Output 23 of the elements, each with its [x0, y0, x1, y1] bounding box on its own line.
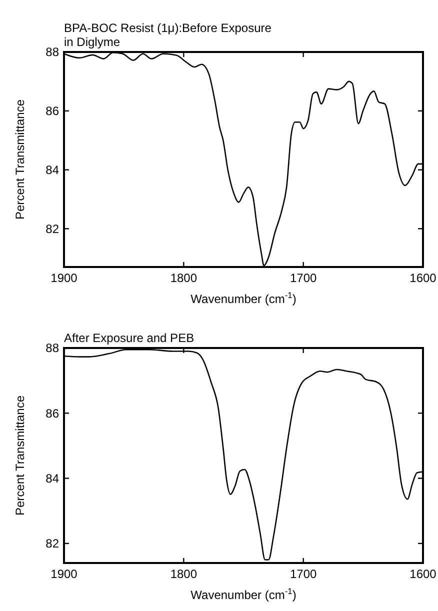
y-axis-title: Percent Transmittance	[13, 395, 27, 516]
chart-title: BPA-BOC Resist (1μ):Before Exposure in Diglyme	[64, 21, 272, 49]
y-tick-label: 86	[46, 406, 60, 420]
y-axis-title: Percent Transmittance	[13, 99, 27, 220]
y-tick-label: 86	[46, 104, 60, 118]
x-tick-label: 1900	[50, 271, 78, 285]
x-tick-label: 1700	[290, 271, 318, 285]
x-axis-title: Wavenumber (cm$^{-1}$)	[190, 290, 296, 306]
x-tick-label: 1800	[170, 567, 198, 581]
x-tick-label: 1600	[410, 271, 437, 285]
x-tick-label: 1600	[410, 567, 437, 581]
chart-title: After Exposure and PEB	[64, 331, 194, 345]
y-tick-label: 88	[46, 341, 60, 356]
y-tick-label: 84	[46, 163, 60, 178]
line-series	[64, 348, 423, 560]
x-tick-label: 1900	[50, 567, 78, 581]
x-axis-title: Wavenumber (cm$^{-1}$)	[190, 586, 296, 602]
y-tick-label: 82	[46, 536, 60, 551]
x-tick-label: 1700	[290, 567, 318, 581]
x-tick-label: 1800	[170, 271, 198, 285]
y-tick-label: 82	[46, 222, 60, 236]
y-tick-label: 84	[46, 472, 60, 486]
y-tick-label: 88	[46, 45, 60, 60]
